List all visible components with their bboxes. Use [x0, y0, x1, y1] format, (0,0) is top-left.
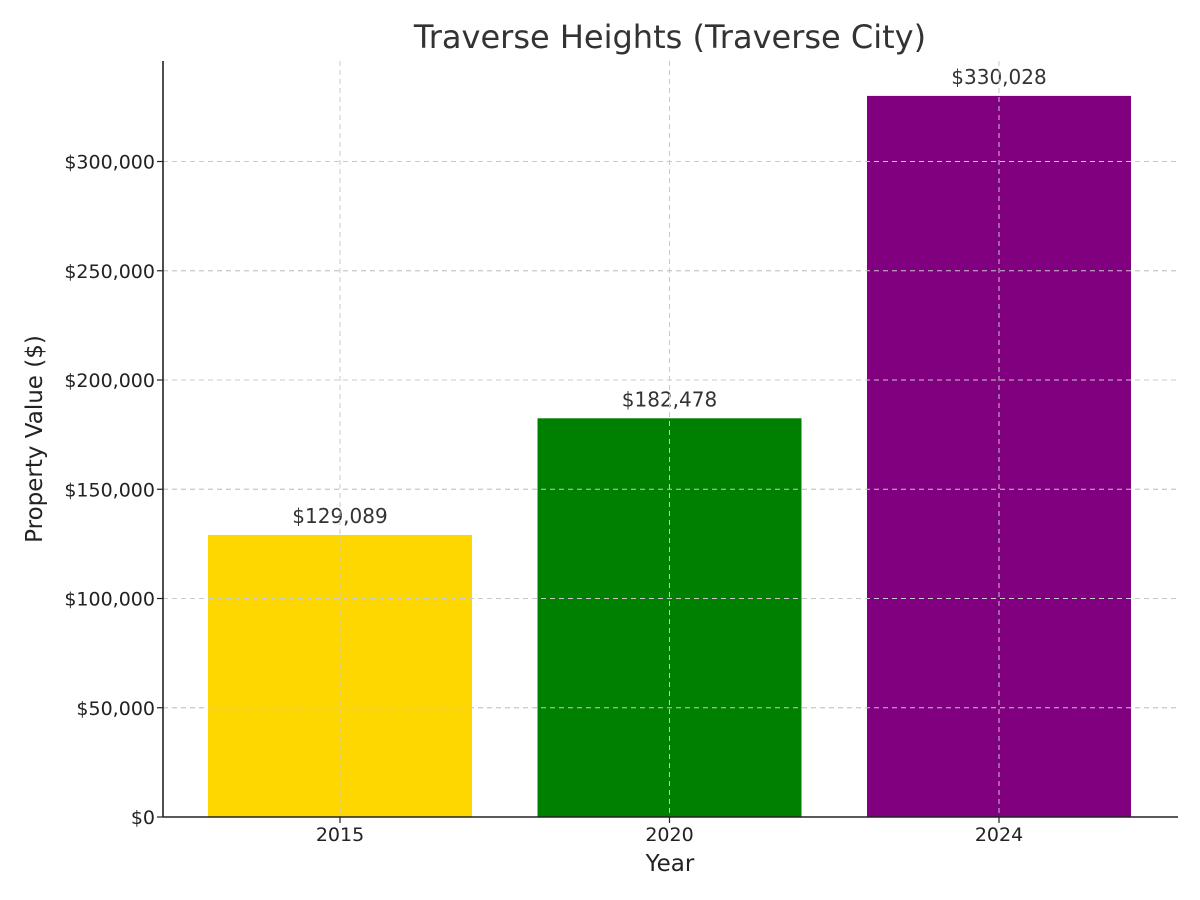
- y-axis-ticks: $0 $50,000 $100,000 $150,000 $200,000 $250,00…: [64, 152, 163, 829]
- x-tick-label: 2015: [316, 824, 364, 846]
- data-label: $330,028: [951, 65, 1046, 89]
- chart-title: Traverse Heights (Traverse City): [413, 18, 926, 56]
- y-tick-label: $100,000: [64, 589, 155, 611]
- x-tick-label: 2024: [975, 824, 1023, 846]
- y-tick-label: $300,000: [64, 152, 155, 174]
- y-tick-label: $0: [131, 807, 155, 829]
- x-axis-ticks: 2015 2020 2024: [316, 817, 1023, 846]
- axes: [162, 61, 1178, 818]
- y-tick-label: $150,000: [64, 479, 155, 501]
- y-tick-label: $50,000: [76, 698, 155, 720]
- y-axis-label: Property Value ($): [22, 335, 48, 543]
- bar: [867, 95, 1131, 817]
- x-axis-label: Year: [645, 851, 695, 877]
- y-tick-label: $250,000: [64, 261, 155, 283]
- bars: [208, 95, 1131, 817]
- data-labels: $129,089$182,478$330,028: [163, 61, 1178, 817]
- x-tick-label: 2020: [645, 824, 693, 846]
- y-tick-label: $200,000: [64, 370, 155, 392]
